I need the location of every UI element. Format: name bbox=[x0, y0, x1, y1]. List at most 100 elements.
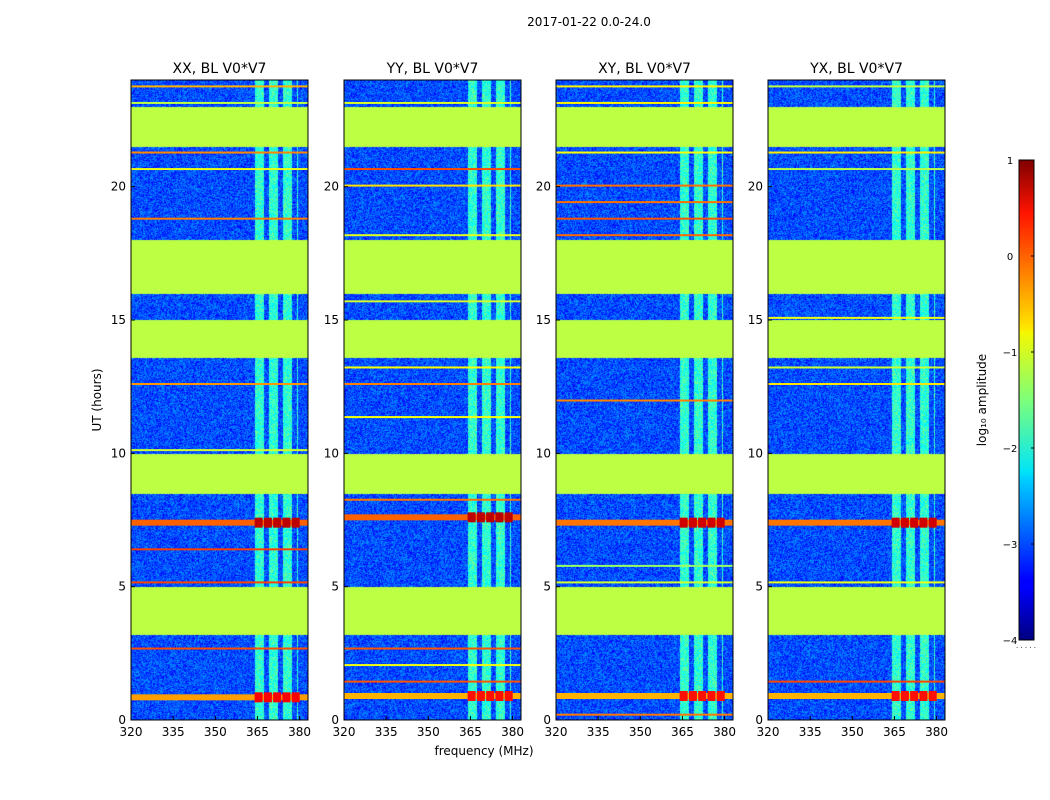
event-hotspot bbox=[928, 517, 937, 528]
colorbar-ticks: 1 0 −1 −2 −3 −4 bbox=[1003, 156, 1034, 647]
event-hotspot bbox=[688, 691, 697, 701]
colorbar-label: log₁₀ amplitude bbox=[975, 354, 989, 446]
rfi-stripe bbox=[131, 581, 308, 584]
event-hotspot bbox=[476, 512, 485, 523]
y-tick-label: 5 bbox=[755, 580, 763, 594]
x-tick-label: 320 bbox=[545, 725, 568, 739]
event-band bbox=[131, 519, 308, 526]
y-tick-label: 0 bbox=[118, 713, 126, 727]
y-tick-label: 10 bbox=[748, 446, 763, 460]
rfi-stripe bbox=[131, 383, 308, 385]
event-hotspot bbox=[254, 692, 263, 703]
rfi-stripe bbox=[344, 647, 521, 650]
panel-title: XX, BL V0*V7 bbox=[173, 61, 267, 77]
x-tick-label: 335 bbox=[799, 725, 822, 739]
y-tick-label: 5 bbox=[118, 580, 126, 594]
event-hotspot bbox=[504, 512, 513, 523]
x-tick-label: 380 bbox=[925, 725, 948, 739]
figure-title: 2017-01-22 0.0-24.0 bbox=[527, 15, 651, 29]
colorbar-tick-label: −2 bbox=[1003, 444, 1018, 455]
rfi-stripe bbox=[768, 151, 945, 154]
rfi-stripe bbox=[344, 300, 521, 303]
event-hotspot bbox=[688, 517, 697, 528]
rfi-stripe bbox=[556, 217, 733, 220]
y-tick-label: 10 bbox=[324, 446, 339, 460]
event-hotspot bbox=[495, 691, 504, 701]
event-hotspot bbox=[263, 517, 272, 528]
colorbar-footnote-dots: . . . . . bbox=[1016, 642, 1036, 650]
event-hotspot bbox=[707, 691, 716, 701]
y-tick-label: 20 bbox=[111, 180, 126, 194]
y-tick-label: 20 bbox=[748, 180, 763, 194]
event-hotspot bbox=[900, 517, 909, 528]
event-hotspot bbox=[504, 691, 513, 701]
plot-frame bbox=[555, 79, 734, 721]
y-tick-label: 15 bbox=[324, 313, 339, 327]
colorbar-tick-label: 1 bbox=[1007, 156, 1013, 167]
event-hotspot bbox=[919, 517, 928, 528]
colorbar-gradient bbox=[1018, 159, 1035, 641]
event-band bbox=[556, 519, 733, 526]
event-hotspot bbox=[910, 517, 919, 528]
rfi-stripe bbox=[556, 101, 733, 104]
x-tick-label: 350 bbox=[629, 725, 652, 739]
y-tick-label: 20 bbox=[324, 180, 339, 194]
rfi-stripe bbox=[556, 234, 733, 237]
rfi-stripe bbox=[768, 383, 945, 385]
rfi-stripe bbox=[344, 101, 521, 104]
colorbar-tick-label: −3 bbox=[1003, 540, 1018, 551]
heatmap-image bbox=[344, 80, 521, 720]
event-hotspot bbox=[291, 517, 300, 528]
x-tick-label: 380 bbox=[501, 725, 524, 739]
x-tick-label: 380 bbox=[288, 725, 311, 739]
event-hotspot bbox=[467, 512, 476, 523]
x-tick-label: 320 bbox=[333, 725, 356, 739]
rfi-stripe bbox=[768, 680, 945, 683]
y-tick-label: 15 bbox=[748, 313, 763, 327]
rfi-stripe bbox=[768, 168, 945, 171]
x-tick-label: 380 bbox=[713, 725, 736, 739]
rfi-stripe bbox=[344, 680, 521, 683]
event-band bbox=[768, 519, 945, 526]
rfi-stripe bbox=[556, 399, 733, 402]
event-hotspot bbox=[928, 691, 937, 701]
x-tick-label: 365 bbox=[246, 725, 269, 739]
rfi-stripe bbox=[768, 366, 945, 369]
event-hotspot bbox=[679, 517, 688, 528]
plot-frame bbox=[130, 79, 309, 721]
panel-title: YY, BL V0*V7 bbox=[386, 61, 479, 77]
event-hotspot bbox=[273, 692, 282, 703]
event-hotspot bbox=[282, 692, 291, 703]
rfi-stripe bbox=[556, 564, 733, 567]
rfi-stripe bbox=[344, 366, 521, 369]
y-tick-label: 0 bbox=[755, 713, 763, 727]
y-tick-label: 15 bbox=[111, 313, 126, 327]
panel-yy: YY, BL V0*V7 320 335 350 365 380 0 5 10 15 20 bbox=[324, 61, 524, 739]
x-tick-label: 320 bbox=[120, 725, 143, 739]
x-tick-label: 320 bbox=[757, 725, 780, 739]
rfi-stripe bbox=[131, 151, 308, 154]
plot-frame bbox=[343, 79, 522, 721]
rfi-stripe bbox=[768, 85, 945, 88]
event-hotspot bbox=[291, 692, 300, 703]
event-hotspot bbox=[282, 517, 291, 528]
event-band bbox=[344, 514, 521, 521]
event-band bbox=[556, 693, 733, 699]
event-band bbox=[131, 694, 308, 701]
rfi-stripe bbox=[556, 151, 733, 154]
event-hotspot bbox=[679, 691, 688, 701]
rfi-stripe bbox=[768, 581, 945, 584]
panel-xy: XY, BL V0*V7 320 335 350 365 380 0 5 10 15 20 bbox=[536, 61, 736, 739]
y-tick-label: 15 bbox=[536, 313, 551, 327]
heatmap-image bbox=[131, 80, 308, 720]
event-hotspot bbox=[716, 517, 725, 528]
event-hotspot bbox=[698, 517, 707, 528]
event-hotspot bbox=[486, 691, 495, 701]
rfi-stripe bbox=[344, 168, 521, 171]
y-tick-label: 0 bbox=[331, 713, 339, 727]
rfi-stripe bbox=[131, 101, 308, 104]
event-band bbox=[768, 693, 945, 699]
x-axis-label: frequency (MHz) bbox=[434, 744, 533, 758]
x-tick-label: 350 bbox=[417, 725, 440, 739]
